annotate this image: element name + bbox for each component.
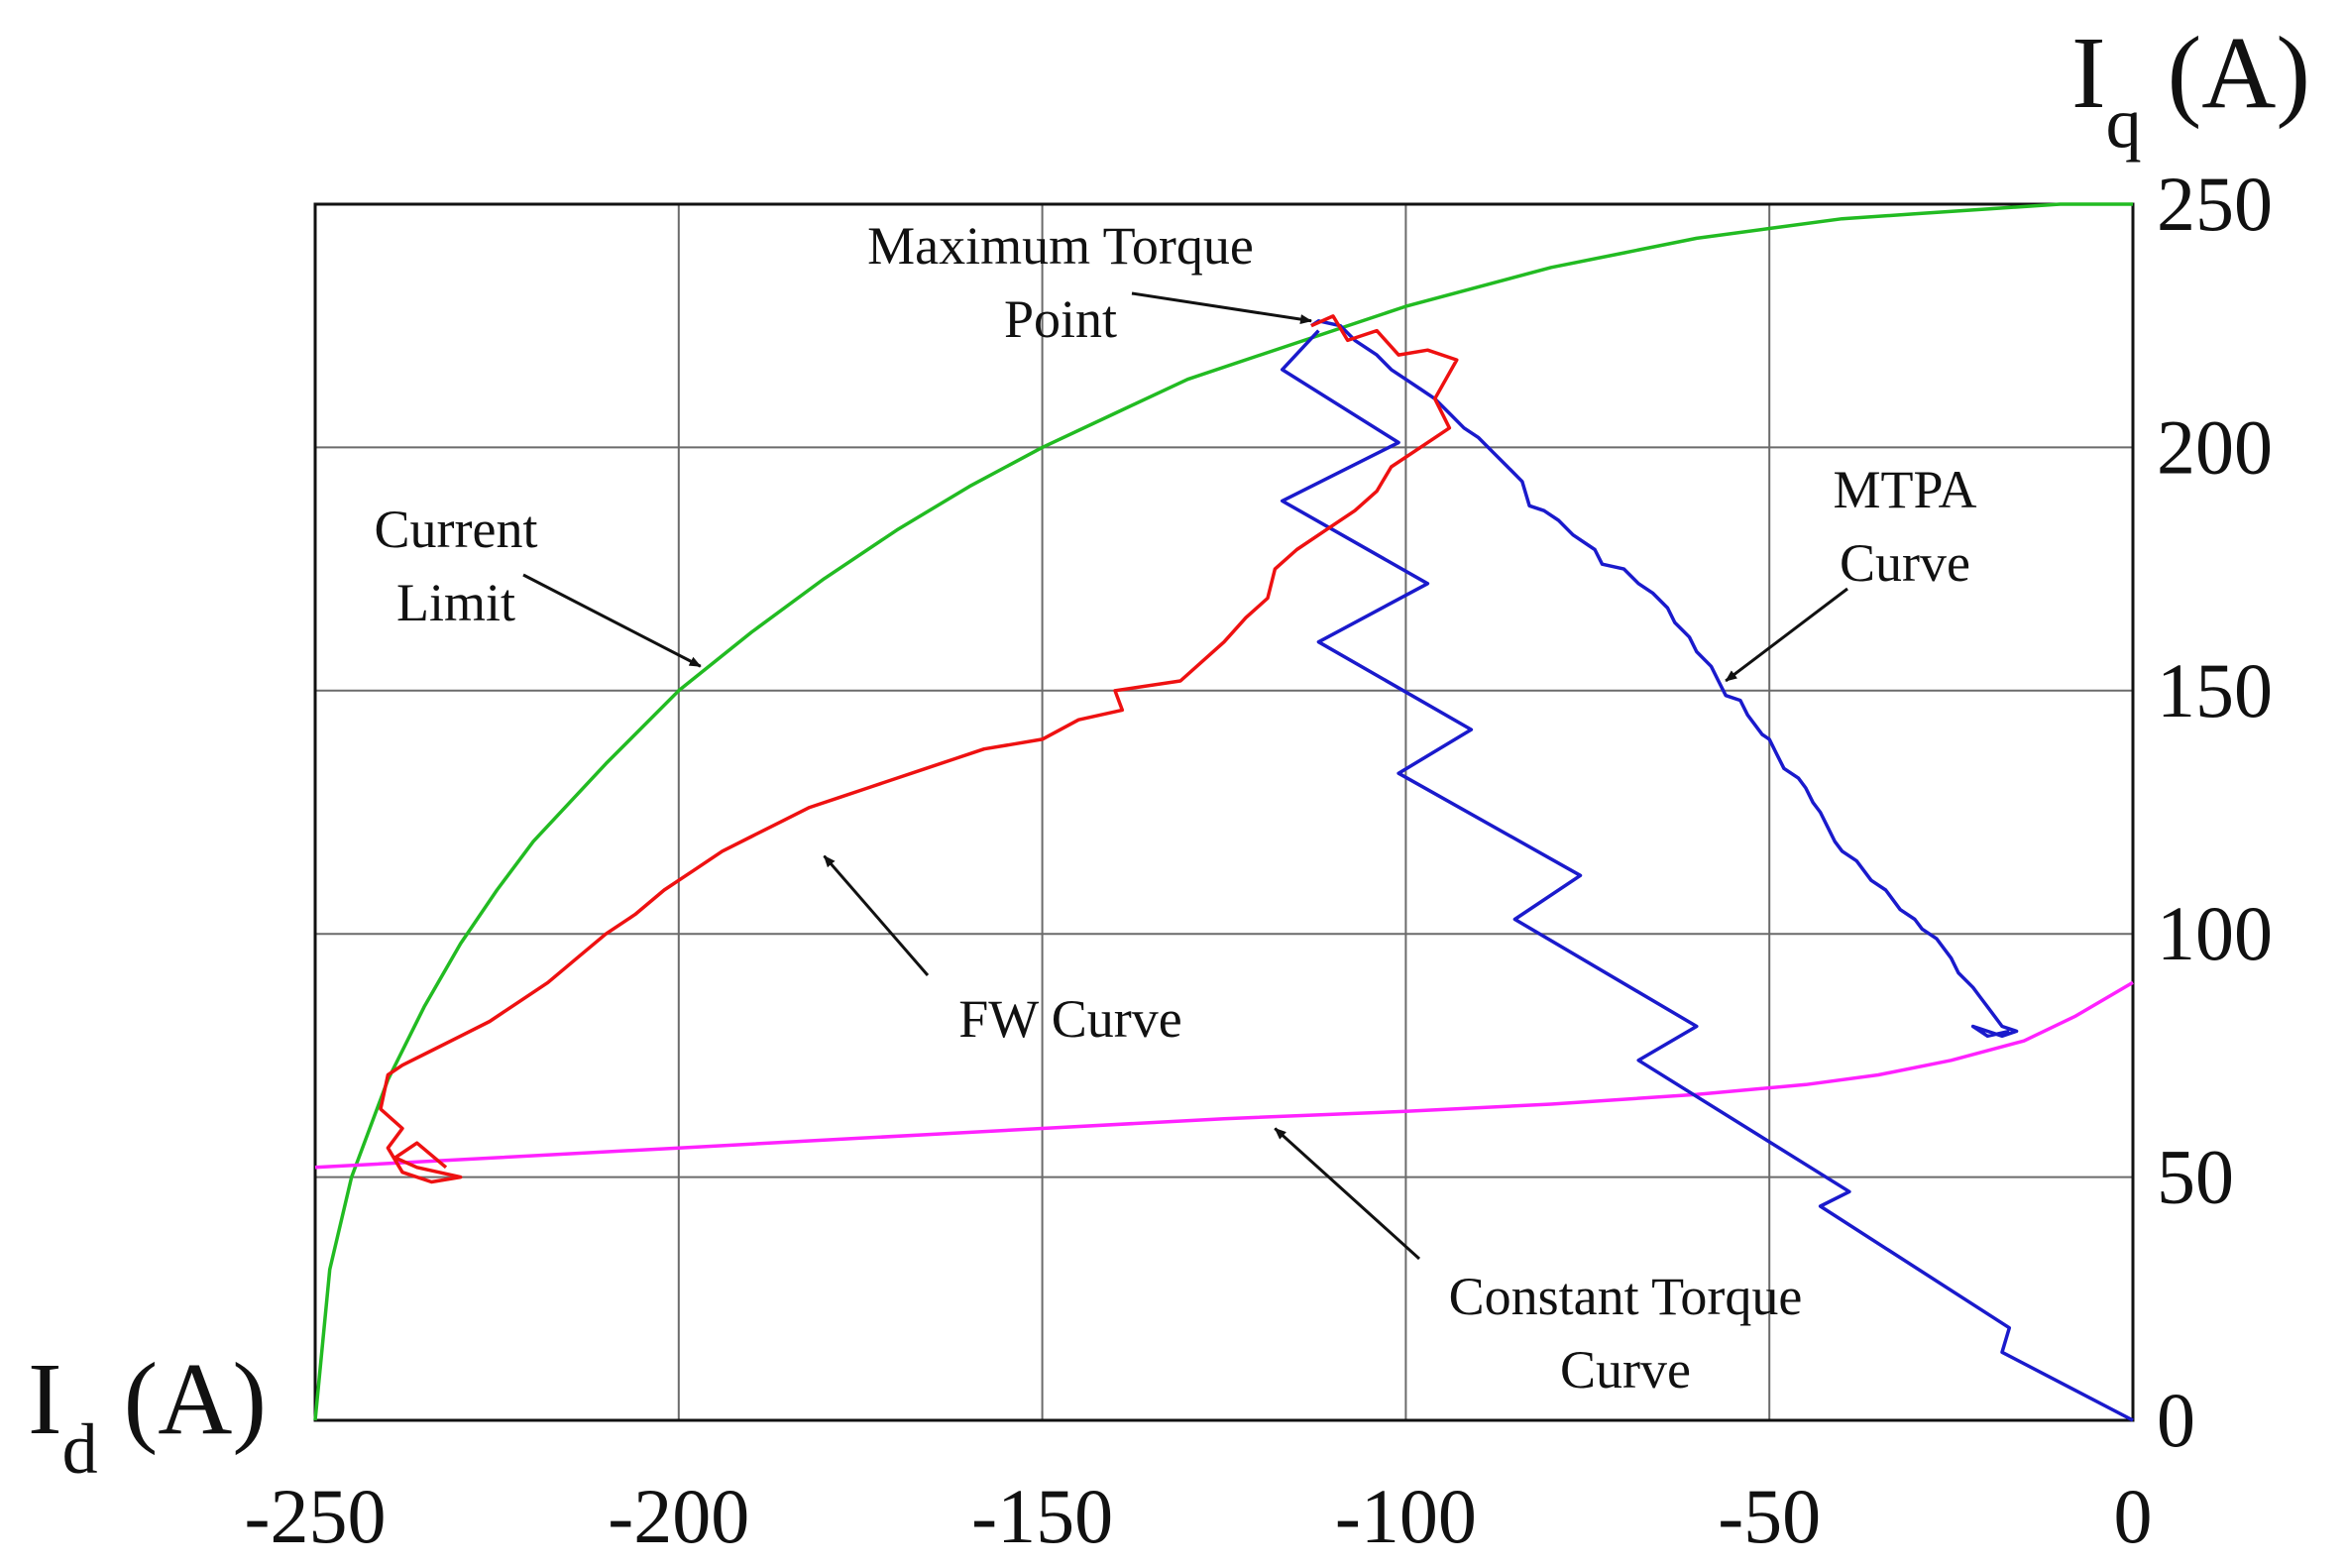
x-tick-label: -250: [245, 1473, 387, 1559]
annotation-line: Point: [1004, 289, 1117, 349]
x-axis-title: Id (A): [28, 1342, 267, 1489]
y-tick-label: 100: [2157, 890, 2273, 976]
annotation-line: Constant Torque: [1449, 1267, 1803, 1326]
annotation-line: Current: [375, 500, 538, 559]
annotation-line: MTPA: [1833, 460, 1976, 519]
annotation-arrow-constant-torque-curve: [1274, 1127, 1421, 1261]
annotation-mtpa-curve: MTPA Curve: [1833, 460, 1976, 593]
series-mtpa-trajectory: [1280, 329, 2134, 1422]
y-tick-label: 50: [2157, 1134, 2234, 1220]
annotation-maximum-torque-point: Maximum Torque Point: [867, 216, 1254, 349]
x-tick-label: -200: [608, 1473, 749, 1559]
plot-frame: [313, 202, 2135, 1422]
y-tick-label: 150: [2157, 647, 2273, 733]
annotation-line: Curve: [1560, 1340, 1691, 1400]
annotation-arrow-mtpa-curve: [1725, 587, 1848, 683]
annotation-fw-curve: FW Curve: [958, 989, 1182, 1049]
annotation-constant-torque-curve: Constant Torque Curve: [1449, 1267, 1803, 1400]
y-tick-label: 0: [2157, 1377, 2195, 1463]
x-axis-title-main: I: [28, 1342, 62, 1456]
y-tick-label: 200: [2157, 403, 2273, 490]
series-mtpa-curve: [1310, 319, 2019, 1039]
y-tick-label: 250: [2157, 161, 2273, 247]
x-tick-label: -50: [1718, 1473, 1821, 1559]
series-current-limit: [313, 202, 2133, 1421]
x-tick-label: -100: [1335, 1473, 1477, 1559]
series-constant-torque-curve: [314, 980, 2134, 1170]
annotation-line: FW Curve: [958, 989, 1182, 1049]
annotation-line: Limit: [396, 573, 515, 632]
y-axis-title-main: I: [2071, 16, 2106, 130]
y-axis-title-sub: q: [2106, 83, 2142, 163]
series-fw-curve: [379, 314, 1459, 1184]
x-tick-label: -150: [971, 1473, 1113, 1559]
tick-labels: -250 -200 -150 -100 -50 00 50 100 150 200 250: [245, 161, 2273, 1559]
series-layer: [313, 202, 2134, 1422]
y-axis-title: Iq (A): [2071, 16, 2310, 163]
x-axis-title-sub: d: [62, 1409, 98, 1489]
annotations: Maximum Torque Point Current Limit MTPA Curve…: [375, 216, 1977, 1400]
annotation-arrow-fw-curve: [823, 854, 930, 976]
annotation-line: Curve: [1840, 533, 1970, 593]
grid: [314, 203, 2134, 1421]
y-axis-title-unit: (A): [2142, 16, 2310, 130]
annotation-current-limit: Current Limit: [375, 500, 538, 632]
x-axis-title-unit: (A): [98, 1342, 267, 1456]
annotation-arrow-maximum-torque-point: [1131, 291, 1313, 325]
annotation-line: Maximum Torque: [867, 216, 1254, 276]
annotation-arrow-current-limit: [522, 573, 702, 668]
x-tick-label: 0: [2114, 1473, 2153, 1559]
